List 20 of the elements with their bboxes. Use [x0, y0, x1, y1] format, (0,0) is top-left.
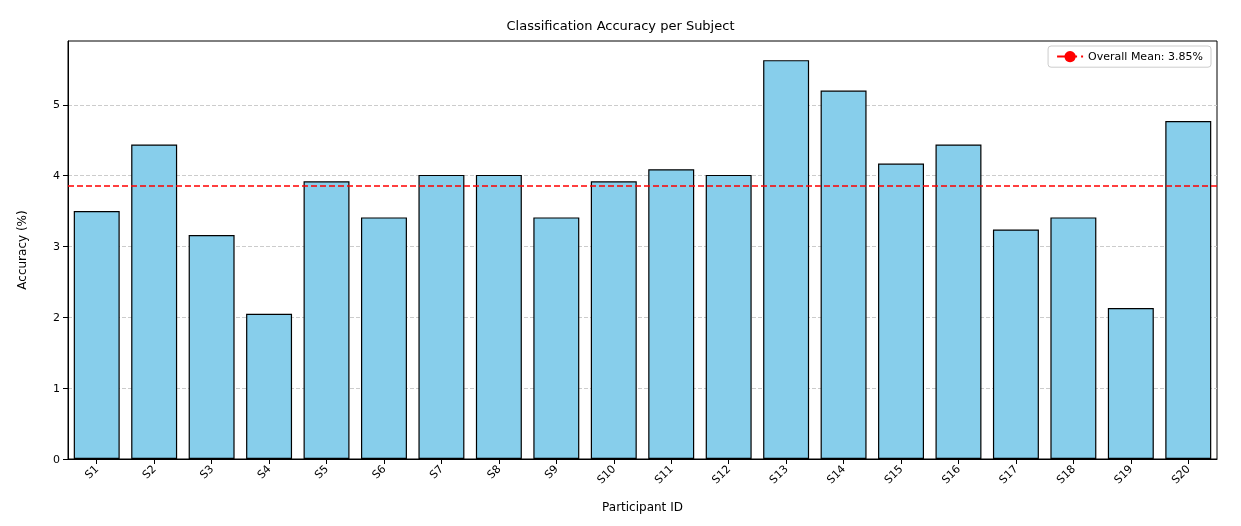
- x-tick-label: S2: [139, 462, 159, 482]
- x-tick-label: S4: [254, 462, 274, 482]
- x-tick-label: S8: [484, 462, 504, 482]
- y-axis-title: Accuracy (%): [15, 210, 29, 290]
- chart-title: Classification Accuracy per Subject: [506, 18, 735, 33]
- x-tick-label: S5: [312, 462, 332, 482]
- y-tick-label: 0: [53, 452, 60, 466]
- y-tick-label: 2: [53, 310, 60, 324]
- x-tick-label: S6: [369, 462, 389, 482]
- x-tick-label: S9: [541, 462, 561, 482]
- x-tick-label: S11: [651, 462, 676, 487]
- y-tick-label: 4: [53, 169, 60, 183]
- y-tick-label: 1: [53, 381, 60, 395]
- y-tick-label: 5: [53, 98, 60, 112]
- legend-label: Overall Mean: 3.85%: [1088, 50, 1204, 64]
- y-tick-label: 3: [53, 239, 60, 253]
- x-tick-label: S1: [82, 462, 102, 482]
- x-tick-label: S3: [197, 462, 217, 482]
- x-axis-title: Participant ID: [602, 500, 683, 514]
- x-tick-label: S7: [426, 462, 447, 482]
